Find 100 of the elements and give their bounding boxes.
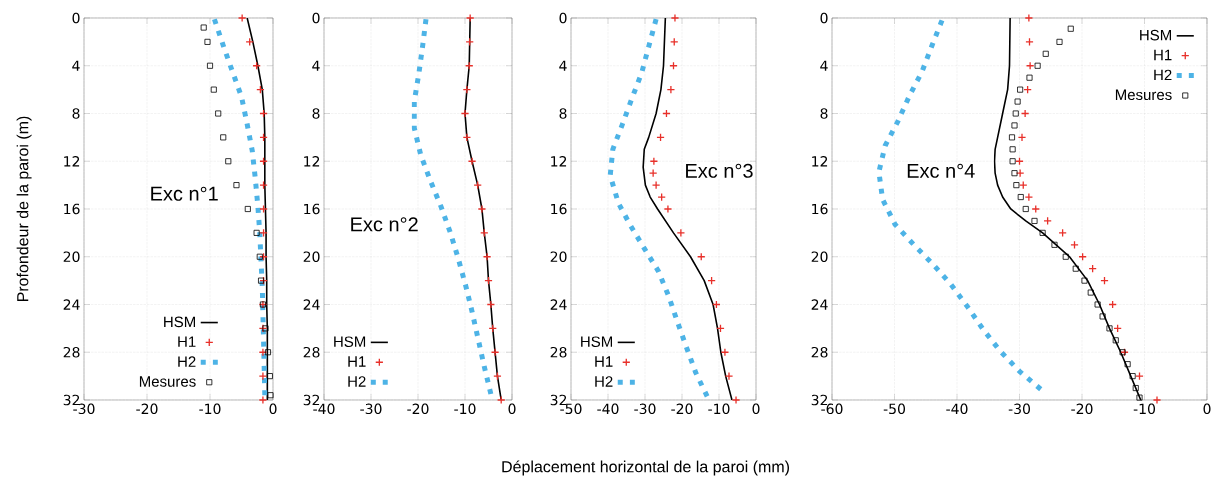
x-tick-label: -40 bbox=[946, 403, 968, 415]
legend-label: HSM bbox=[581, 336, 612, 347]
y-tick-label: 20 bbox=[550, 251, 567, 263]
x-tick-label: -30 bbox=[360, 403, 382, 415]
point bbox=[1043, 216, 1052, 226]
point bbox=[244, 206, 251, 212]
y-tick-label: 4 bbox=[820, 60, 828, 71]
point bbox=[1129, 373, 1136, 380]
point bbox=[1106, 325, 1113, 332]
y-tick-label: 24 bbox=[63, 299, 80, 310]
x-tick-label: -30 bbox=[634, 403, 656, 415]
point bbox=[1017, 133, 1027, 142]
point bbox=[200, 24, 207, 31]
point bbox=[1017, 86, 1024, 93]
point bbox=[1062, 253, 1069, 260]
x-axis-title: Déplacement horizontal de la paroi (mm) bbox=[502, 460, 790, 476]
y-axis-title: Profondeur de la paroi (m) bbox=[16, 116, 32, 302]
point bbox=[1009, 134, 1015, 141]
point bbox=[259, 180, 268, 190]
x-tick-label: -20 bbox=[1071, 403, 1093, 415]
point bbox=[1024, 13, 1034, 23]
point bbox=[1056, 38, 1063, 45]
legend-label: Mesures bbox=[139, 376, 196, 387]
point bbox=[493, 371, 502, 381]
point bbox=[460, 109, 470, 118]
point bbox=[1012, 110, 1019, 117]
point bbox=[1124, 361, 1131, 368]
point bbox=[465, 13, 475, 23]
point bbox=[237, 13, 247, 23]
legend-label: HSM bbox=[334, 336, 366, 347]
x-tick-label: 0 bbox=[1203, 403, 1211, 415]
y-tick-label: 4 bbox=[72, 60, 80, 71]
legend-label: H1 bbox=[1154, 49, 1172, 61]
y-tick-label: 0 bbox=[820, 12, 828, 24]
legend-label: H1 bbox=[348, 356, 366, 367]
legend-label: H2 bbox=[1154, 69, 1172, 81]
point bbox=[220, 134, 227, 141]
point bbox=[482, 252, 492, 261]
legend-label: H1 bbox=[178, 336, 196, 347]
y-tick-label: 24 bbox=[303, 299, 320, 310]
point bbox=[1009, 158, 1016, 165]
annotation: Exc n°4 bbox=[907, 163, 975, 178]
point bbox=[473, 180, 482, 190]
point bbox=[663, 204, 673, 214]
point bbox=[462, 133, 472, 142]
point bbox=[1031, 204, 1040, 214]
point bbox=[259, 204, 268, 214]
point bbox=[1067, 25, 1074, 32]
point bbox=[649, 156, 659, 166]
point bbox=[724, 371, 734, 381]
point bbox=[258, 347, 268, 357]
point bbox=[676, 228, 686, 238]
annotation: Exc n°3 bbox=[686, 163, 753, 178]
point bbox=[720, 347, 730, 357]
x-tick-label: -10 bbox=[708, 403, 730, 415]
y-tick-label: 0 bbox=[559, 12, 567, 24]
y-tick-label: 28 bbox=[303, 346, 320, 358]
point bbox=[1099, 313, 1106, 320]
point bbox=[1152, 395, 1162, 405]
annotation: Exc n°2 bbox=[351, 217, 418, 232]
point bbox=[1011, 170, 1018, 177]
point bbox=[1081, 277, 1088, 284]
point bbox=[1135, 371, 1144, 381]
x-tick-label: -50 bbox=[883, 403, 906, 415]
point bbox=[477, 204, 487, 214]
x-tick-label: -20 bbox=[407, 403, 429, 415]
y-tick-label: 20 bbox=[63, 251, 80, 263]
y-tick-label: 28 bbox=[550, 346, 567, 358]
point bbox=[1017, 194, 1024, 201]
y-tick-label: 28 bbox=[811, 346, 828, 358]
point bbox=[1039, 229, 1046, 236]
point bbox=[670, 13, 680, 23]
point bbox=[1058, 228, 1067, 238]
point bbox=[1014, 98, 1021, 105]
point bbox=[666, 85, 676, 94]
y-tick-label: 16 bbox=[64, 203, 80, 215]
y-tick-label: 16 bbox=[551, 203, 567, 215]
point bbox=[258, 371, 268, 381]
point bbox=[207, 62, 214, 69]
point bbox=[204, 38, 211, 45]
point bbox=[1042, 50, 1049, 57]
point bbox=[462, 85, 472, 94]
legend-label: HSM bbox=[164, 316, 195, 328]
point bbox=[253, 229, 260, 236]
x-tick-label: -20 bbox=[671, 403, 693, 415]
y-tick-label: 8 bbox=[312, 108, 320, 119]
legend-label: Mesures bbox=[1115, 89, 1172, 101]
point bbox=[1034, 62, 1041, 69]
y-tick-label: 12 bbox=[304, 156, 320, 167]
x-tick-label: -10 bbox=[454, 403, 476, 415]
y-tick-label: 0 bbox=[312, 12, 320, 24]
point bbox=[1026, 74, 1033, 81]
point bbox=[264, 349, 271, 356]
point bbox=[259, 228, 268, 238]
point bbox=[1136, 394, 1143, 401]
x-tick-label: -40 bbox=[597, 403, 619, 415]
point bbox=[490, 347, 500, 357]
point bbox=[1019, 180, 1028, 190]
y-tick-label: 16 bbox=[812, 203, 828, 215]
legend-label: H2 bbox=[348, 376, 366, 387]
